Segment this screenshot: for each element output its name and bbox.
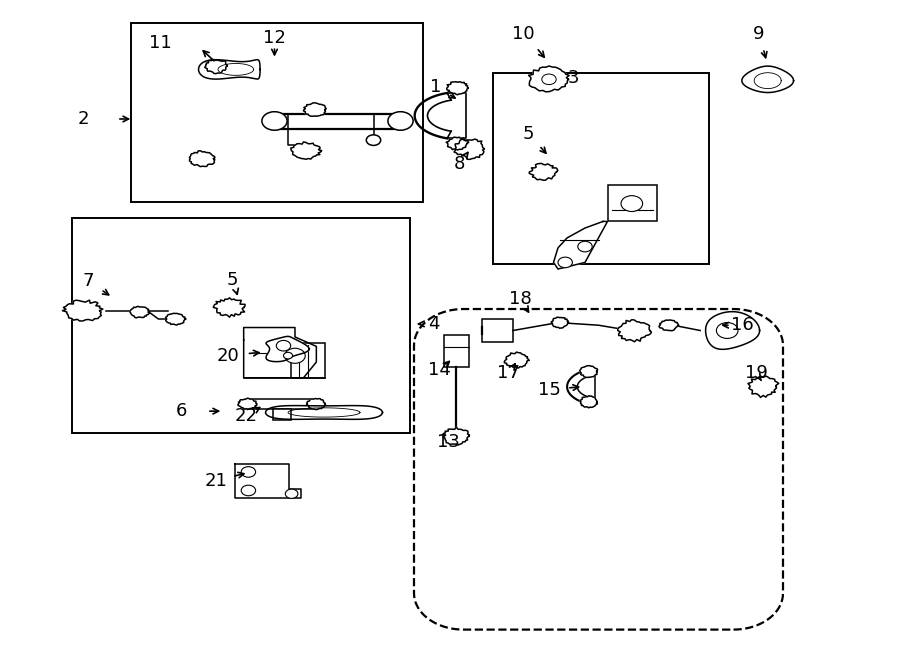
Bar bbox=[482, 319, 513, 342]
Text: 5: 5 bbox=[227, 270, 238, 289]
Polygon shape bbox=[454, 139, 484, 159]
Circle shape bbox=[578, 241, 592, 252]
Circle shape bbox=[285, 489, 298, 498]
Polygon shape bbox=[742, 66, 794, 93]
Text: 7: 7 bbox=[83, 272, 94, 290]
Circle shape bbox=[241, 485, 256, 496]
Text: 22: 22 bbox=[234, 407, 257, 426]
Polygon shape bbox=[189, 151, 215, 167]
Polygon shape bbox=[706, 311, 760, 349]
Text: 19: 19 bbox=[744, 364, 768, 383]
Polygon shape bbox=[748, 376, 778, 397]
Circle shape bbox=[284, 348, 305, 364]
Polygon shape bbox=[62, 300, 103, 321]
Text: 4: 4 bbox=[428, 315, 439, 333]
Polygon shape bbox=[554, 221, 608, 269]
Circle shape bbox=[262, 112, 287, 130]
Circle shape bbox=[716, 323, 738, 338]
Circle shape bbox=[558, 257, 572, 268]
Text: 14: 14 bbox=[428, 361, 451, 379]
Bar bbox=[493, 73, 709, 264]
Bar bbox=[273, 409, 291, 420]
Polygon shape bbox=[617, 320, 652, 342]
Polygon shape bbox=[166, 313, 185, 325]
Text: 21: 21 bbox=[204, 471, 228, 490]
Polygon shape bbox=[504, 352, 528, 368]
Text: 5: 5 bbox=[523, 124, 534, 143]
Text: 20: 20 bbox=[216, 346, 239, 365]
Circle shape bbox=[284, 352, 292, 359]
Polygon shape bbox=[199, 59, 260, 79]
Polygon shape bbox=[266, 406, 382, 419]
Text: 2: 2 bbox=[78, 110, 89, 128]
Bar bbox=[72, 218, 410, 433]
Circle shape bbox=[621, 196, 643, 212]
Text: 13: 13 bbox=[436, 432, 460, 451]
Text: 11: 11 bbox=[148, 34, 172, 52]
Polygon shape bbox=[307, 399, 326, 410]
Circle shape bbox=[366, 135, 381, 145]
Polygon shape bbox=[291, 142, 321, 159]
Polygon shape bbox=[529, 163, 558, 180]
Polygon shape bbox=[244, 328, 317, 378]
Text: 16: 16 bbox=[731, 316, 754, 334]
Bar bbox=[608, 185, 657, 221]
Bar bbox=[246, 399, 318, 409]
Text: 8: 8 bbox=[454, 155, 464, 173]
Polygon shape bbox=[266, 336, 310, 362]
Polygon shape bbox=[446, 82, 468, 95]
Circle shape bbox=[388, 112, 413, 130]
Text: 18: 18 bbox=[508, 290, 532, 308]
Polygon shape bbox=[303, 103, 327, 116]
Bar bbox=[130, 23, 423, 202]
Polygon shape bbox=[443, 427, 470, 445]
Polygon shape bbox=[580, 396, 598, 408]
Text: 9: 9 bbox=[753, 25, 764, 44]
Text: 3: 3 bbox=[568, 69, 579, 87]
Text: 10: 10 bbox=[512, 25, 535, 44]
Polygon shape bbox=[659, 320, 679, 330]
Polygon shape bbox=[446, 137, 469, 150]
Bar bbox=[444, 335, 469, 367]
Text: 1: 1 bbox=[430, 78, 441, 97]
Polygon shape bbox=[552, 317, 569, 329]
Bar bbox=[291, 343, 325, 378]
Polygon shape bbox=[235, 464, 301, 498]
Text: 17: 17 bbox=[497, 364, 520, 383]
Text: 15: 15 bbox=[537, 381, 561, 399]
Polygon shape bbox=[130, 306, 149, 318]
Text: 12: 12 bbox=[263, 28, 286, 47]
Polygon shape bbox=[528, 66, 569, 92]
Text: 6: 6 bbox=[176, 402, 187, 420]
Polygon shape bbox=[204, 59, 228, 73]
Polygon shape bbox=[580, 366, 598, 377]
Circle shape bbox=[542, 74, 556, 85]
Circle shape bbox=[241, 467, 256, 477]
Circle shape bbox=[276, 340, 291, 351]
Polygon shape bbox=[238, 398, 256, 409]
Polygon shape bbox=[213, 298, 245, 317]
